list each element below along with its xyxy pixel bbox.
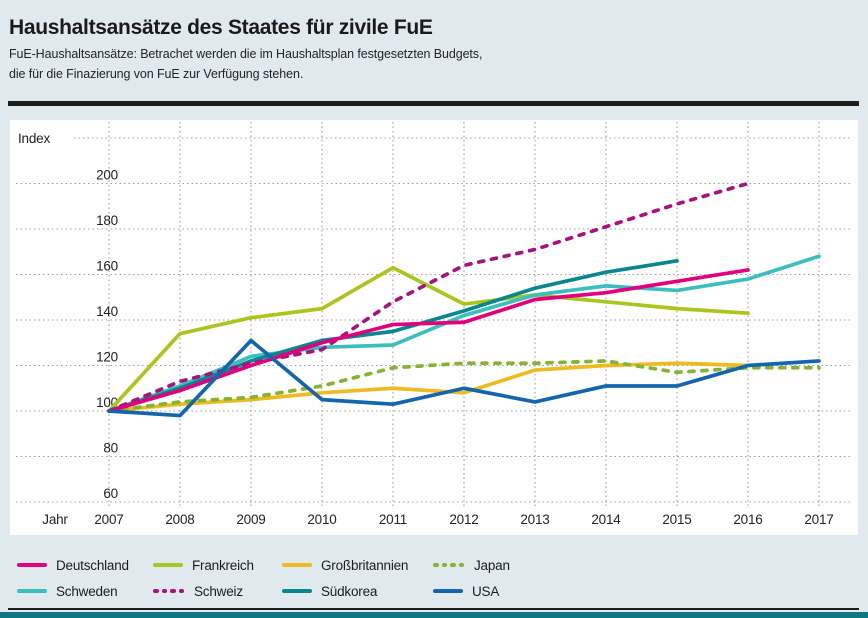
legend-item-schweiz: Schweiz [153, 582, 243, 600]
page-title: Haushaltsansätze des Staates für zivile … [9, 16, 433, 40]
x-axis-tick-label: 2011 [379, 512, 407, 527]
x-axis-title: Jahr [42, 512, 68, 527]
legend-swatch-icon [282, 562, 312, 568]
y-axis-tick-label: 200 [96, 168, 118, 183]
x-axis-tick-label: 2008 [165, 512, 194, 527]
header-divider-rule [8, 101, 859, 106]
series-line-japan [107, 359, 821, 413]
legend-label: Großbritannien [321, 557, 409, 573]
legend-swatch-icon [153, 562, 183, 568]
y-axis-tick-label: 160 [96, 259, 118, 274]
legend-label: Japan [474, 557, 510, 573]
legend-item-schweden: Schweden [17, 582, 118, 600]
page-subtitle: FuE-Haushaltsansätze: Betrachet werden d… [9, 44, 849, 84]
legend-swatch-icon [153, 588, 185, 594]
legend-item-usa: USA [433, 582, 499, 600]
legend-swatch-icon [282, 588, 312, 594]
chart-panel: 60 80 100 120 140 160 180 200 Index 2007 2008 2009 2… [10, 120, 858, 535]
series-line-sdkorea [107, 259, 679, 413]
legend-label: Schweiz [194, 583, 243, 599]
legend-item-deutschland: Deutschland [17, 556, 129, 574]
series-line-schweiz [107, 181, 750, 413]
legend-label: USA [472, 583, 500, 599]
x-axis-tick-label: 2014 [591, 512, 621, 527]
legend-item-frankreich: Frankreich [153, 556, 254, 574]
y-axis-tick-label: 180 [96, 213, 118, 228]
x-axis-tick-label: 2010 [307, 512, 336, 527]
x-axis-tick-label: 2007 [94, 512, 123, 527]
legend-swatch-icon [17, 588, 47, 594]
legend-item-grobritannien: Großbritannien [282, 556, 408, 574]
y-axis-tick-label: 120 [96, 350, 118, 365]
legend-swatch-icon [433, 588, 463, 594]
legend-item-japan: Japan [433, 556, 510, 574]
legend-item-sdkorea: Südkorea [282, 582, 377, 600]
legend-swatch-icon [17, 562, 47, 568]
x-axis-tick-label: 2017 [804, 512, 833, 527]
y-axis-tick-label: 60 [103, 486, 118, 501]
y-axis-title: Index [18, 131, 50, 146]
series-line-frankreich [107, 265, 750, 413]
legend-label: Deutschland [56, 557, 129, 573]
gridlines [16, 122, 852, 506]
series-line-grobritannien [107, 361, 750, 413]
y-axis-tick-label: 140 [96, 304, 118, 319]
footer-divider-rule [8, 608, 859, 610]
series-line-usa [107, 338, 821, 418]
legend-label: Frankreich [192, 557, 254, 573]
legend-swatch-icon [433, 562, 465, 568]
legend-label: Südkorea [321, 583, 378, 599]
footer-accent-bar [0, 612, 868, 618]
page-subtitle-line1: FuE-Haushaltsansätze: Betrachet werden d… [9, 47, 483, 61]
y-axis-tick-label: 80 [103, 441, 118, 456]
page-subtitle-line2: die für die Finazierung von FuE zur Verf… [9, 67, 304, 81]
x-axis-tick-label: 2013 [520, 512, 549, 527]
legend-label: Schweden [56, 583, 118, 599]
x-axis-tick-label: 2012 [449, 512, 478, 527]
x-axis-tick-label: 2016 [733, 512, 762, 527]
x-axis-tick-label: 2015 [662, 512, 691, 527]
x-axis-tick-label: 2009 [236, 512, 265, 527]
